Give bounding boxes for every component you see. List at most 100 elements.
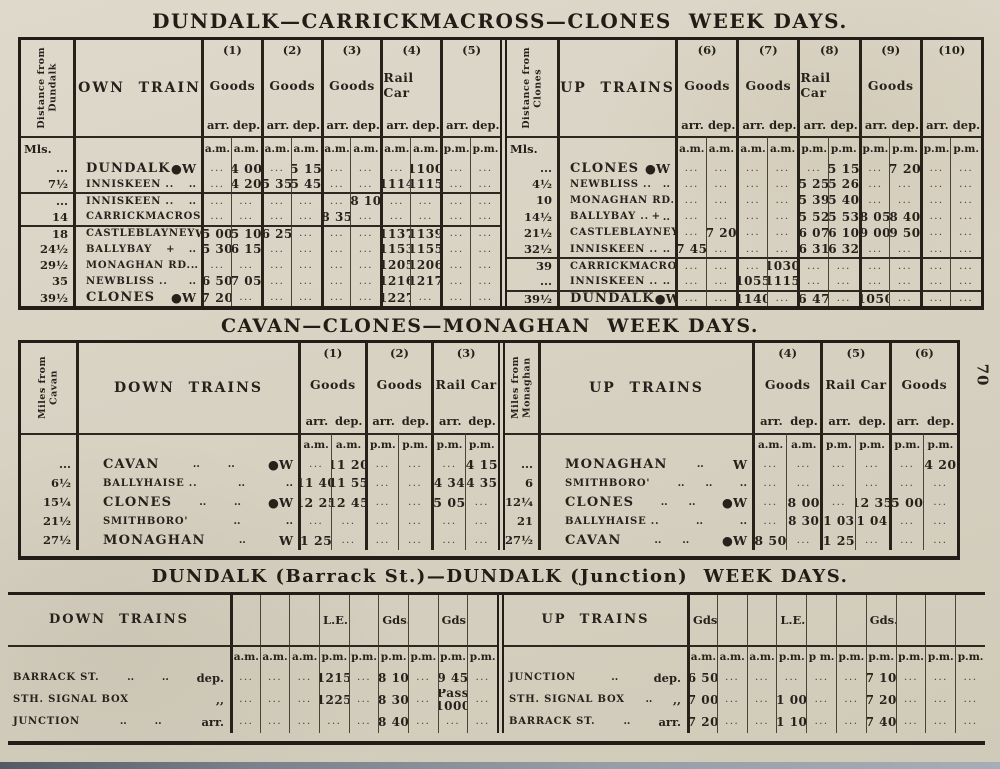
time-unit: a.m. — [736, 136, 767, 160]
station-name: DUNDALK — [570, 291, 655, 306]
station-symbol: .. — [662, 210, 670, 223]
time-unit: p.m. — [378, 644, 408, 667]
time-cell: ... — [919, 289, 951, 306]
time-cell: ... — [289, 710, 319, 733]
time-cell: ... — [675, 257, 706, 274]
train-type-label: Goods — [376, 377, 423, 393]
time-cell: ... — [806, 666, 836, 689]
time-cell: 5 30 — [201, 240, 231, 258]
time-cell: ... — [290, 240, 321, 258]
time-cell: 5 53 — [828, 208, 859, 225]
station-name: BARRACK ST. — [13, 672, 100, 684]
time-cell: 1 25 — [820, 530, 855, 550]
time-cell: ... — [895, 688, 926, 711]
train-type-label: Goods — [269, 77, 316, 93]
miles-value: 24½ — [40, 242, 68, 257]
station-name: BALLYBAY .. — [570, 211, 649, 223]
arr-label: arr. — [760, 414, 783, 429]
station-name: CARRICKMACROSS — [570, 260, 675, 272]
arr-label: arr. — [372, 414, 395, 429]
arr-dep-row: arr. dep. — [204, 113, 261, 136]
time-cell: ... — [888, 511, 923, 531]
train-column-header: (1) Goods arr. dep. — [201, 40, 261, 136]
miles-value: 21 — [516, 514, 533, 529]
time-cell: ... — [752, 473, 786, 493]
train-number: (1) — [222, 43, 242, 57]
station-symbol: ●W — [645, 160, 670, 176]
time-unit: p.m. — [919, 136, 951, 160]
time-cell: ... — [470, 224, 500, 241]
train-number: (1) — [323, 345, 343, 360]
train-column-header: (2) Goods arr. dep. — [260, 40, 321, 136]
time-cell: ... — [470, 192, 500, 209]
time-cell: ... — [410, 289, 440, 306]
arr-dep-row: arr. dep. — [324, 113, 381, 136]
station-name: BALLYHAISE .. — [103, 477, 198, 489]
arr-dep-row: arr. dep. — [755, 410, 820, 433]
time-unit: p.m. — [922, 432, 957, 455]
time-cell: ... — [919, 273, 951, 290]
time-cell: ... — [888, 454, 923, 474]
time-cell: ... — [736, 160, 767, 177]
time-cell: ... — [705, 257, 737, 274]
arr-label: arr. — [896, 414, 920, 429]
train-column-header: (6) Goods arr. dep. — [888, 342, 957, 433]
time-cell: ... — [888, 473, 923, 493]
time-cell: 4 15 — [464, 454, 498, 474]
time-cell: 1114 — [380, 176, 410, 193]
time-cell: ... — [259, 710, 290, 733]
time-cell: 8 10 — [378, 666, 408, 689]
time-cell: ... — [752, 492, 786, 512]
column-type-header — [230, 594, 260, 645]
train-column-header: (3) Rail Car arr. dep. — [431, 342, 498, 433]
time-cell: ... — [470, 257, 500, 274]
train-type-label: Goods — [310, 377, 356, 393]
time-cell: ... — [786, 473, 820, 493]
time-cell: ... — [705, 273, 737, 290]
station-name: CLONES — [570, 160, 640, 176]
time-cell: 1115 — [410, 176, 440, 193]
column-type-header — [806, 594, 836, 645]
time-unit: p.m. — [440, 136, 471, 160]
train-number: (2) — [390, 345, 409, 360]
station-symbol: ●W — [722, 532, 747, 548]
station-row: MONAGHAN.. W — [538, 454, 752, 474]
time-unit: a.m. — [687, 644, 717, 667]
time-cell: 5 00 — [201, 224, 231, 241]
time-cell: 12 35 — [854, 492, 889, 512]
time-cell: ... — [858, 257, 890, 274]
station-symbol: W — [278, 532, 293, 548]
time-cell: 1225 — [318, 688, 349, 711]
miles-value: 27½ — [43, 533, 71, 548]
time-cell: ... — [828, 273, 859, 290]
section1-up-table: Distance from Clones UP TRAINS (6) Goods arr… — [500, 40, 981, 306]
time-cell: 1 03 — [820, 511, 854, 531]
train-type-label: Rail Car — [800, 70, 831, 100]
arr-label: arr. — [438, 414, 462, 429]
arr-label: arr. — [828, 414, 851, 429]
time-cell: ... — [470, 176, 500, 193]
time-cell: ... — [922, 473, 957, 493]
time-unit: p.m. — [431, 432, 465, 455]
time-cell: 8 00 — [786, 492, 820, 512]
train-number: (5) — [462, 43, 482, 57]
station-symbol: .. — [188, 178, 196, 191]
station-row: MONAGHAN RD... — [73, 257, 201, 274]
time-cell: ... — [705, 289, 737, 306]
time-cell: ... — [440, 273, 470, 290]
train-type-label: Goods — [209, 77, 256, 93]
column-type-header — [467, 594, 497, 645]
station-symbol: .. — [662, 275, 670, 288]
time-cell: 1030 — [766, 257, 798, 274]
arr-label: arr. — [305, 414, 329, 429]
distance-rotated-label: Distance from Dundalk — [35, 47, 58, 129]
units-spacer — [76, 432, 298, 455]
column-type-header — [955, 594, 985, 645]
time-cell: ... — [895, 710, 926, 733]
time-cell: ... — [467, 688, 497, 711]
time-cell: ... — [820, 454, 854, 474]
time-cell: 5 25 — [797, 176, 828, 193]
time-cell: 5 52 — [797, 208, 828, 225]
time-cell: 7 45 — [675, 240, 706, 258]
time-unit: p.m. — [889, 136, 920, 160]
